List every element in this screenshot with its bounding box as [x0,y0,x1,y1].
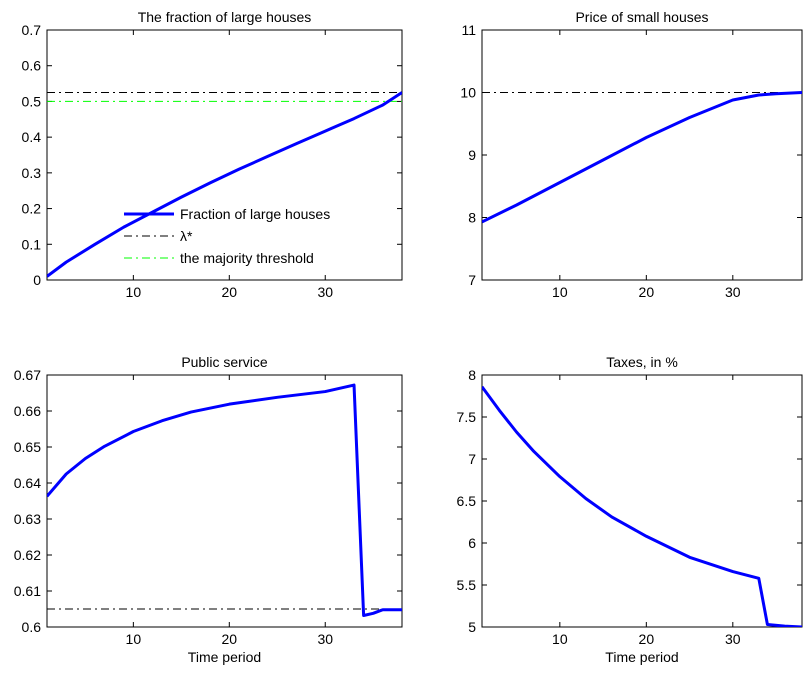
y-tick-label: 6 [468,535,476,551]
chart-panel-3: Public service 10 20 30 0.6 0.61 0.62 0.63 0.64 0… [14,354,403,665]
x-tick-label: 30 [725,631,741,647]
chart-title: The fraction of large houses [138,9,312,25]
y-tick-label: 0.6 [22,58,42,74]
x-tick-label: 10 [552,284,568,300]
y-tick-label: 0.3 [22,165,42,181]
y-tick-label: 0.61 [14,583,41,599]
legend-label: λ* [180,228,193,244]
y-tick-label: 10 [460,85,476,101]
y-tick-label: 7 [468,272,476,288]
y-tick-label: 5.5 [457,577,477,593]
x-tick-label: 10 [126,284,142,300]
chart-title: Price of small houses [575,9,708,25]
axes-box [481,374,803,628]
x-tick-label: 30 [317,631,333,647]
y-tick-label: 0 [33,272,41,288]
x-tick-label: 20 [639,284,655,300]
x-tick-label: 10 [126,631,142,647]
y-tick-label: 0.1 [22,236,42,252]
y-tick-label: 0.66 [14,403,41,419]
y-tick-label: 5 [468,619,476,635]
y-tick-label: 6.5 [457,493,477,509]
x-tick-label: 20 [639,631,655,647]
x-tick-label: 10 [552,631,568,647]
y-tick-label: 0.6 [22,619,42,635]
series-line-1 [47,383,402,617]
x-tick-label: 30 [317,284,333,300]
axes-box [46,374,403,628]
chart-panel-4: Taxes, in % 10 20 30 5 5.5 6 6.5 7 7.5 8 Time perio… [457,354,803,665]
legend: Fraction of large houses λ* the majority t… [124,206,330,266]
chart-panel-2: Price of small houses 10 20 30 7 8 9 10 11 [460,9,803,300]
axes-box [481,29,803,281]
chart-title: Taxes, in % [606,354,678,370]
series-line-1 [482,385,802,627]
y-tick-label: 0.65 [14,439,41,455]
series-line-1 [47,91,402,278]
legend-label: Fraction of large houses [180,206,330,222]
y-tick-label: 11 [461,22,476,38]
x-axis-label: Time period [188,649,261,665]
legend-label: the majority threshold [180,250,314,266]
y-tick-label: 0.63 [14,511,41,527]
x-axis-label: Time period [605,649,678,665]
y-tick-label: 0.4 [22,129,42,145]
y-tick-label: 0.7 [22,22,42,38]
y-tick-label: 7 [468,451,476,467]
y-tick-label: 9 [468,147,476,163]
y-tick-label: 0.2 [22,201,42,217]
y-tick-label: 0.5 [22,93,42,109]
y-tick-label: 7.5 [457,409,477,425]
axes-box [46,29,403,281]
x-tick-label: 20 [222,631,238,647]
x-tick-label: 20 [222,284,238,300]
y-tick-label: 0.62 [14,547,41,563]
chart-panel-1: The fraction of large houses 10 20 30 0 0.1 0.… [22,9,403,300]
chart-title: Public service [181,354,268,370]
y-tick-label: 8 [468,210,476,226]
y-tick-label: 0.64 [14,475,41,491]
x-tick-label: 30 [725,284,741,300]
y-tick-label: 8 [468,367,476,383]
series-line-1 [482,91,802,224]
y-tick-label: 0.67 [14,367,41,383]
